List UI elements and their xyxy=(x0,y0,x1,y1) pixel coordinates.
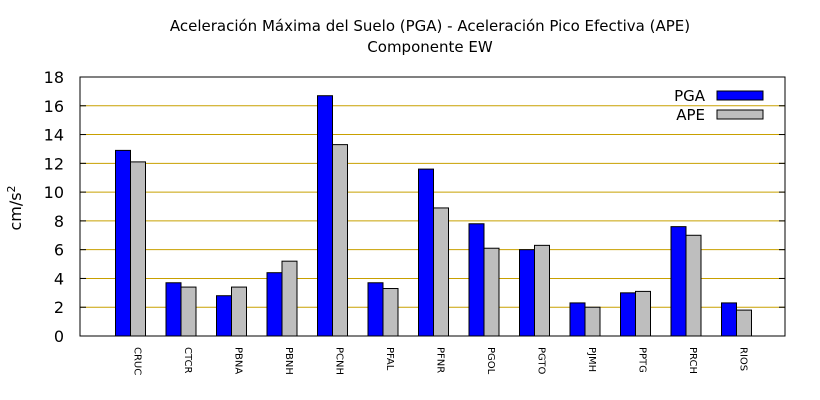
x-tick-label-rios: RIOS xyxy=(738,347,749,371)
y-axis-label-text: cm/s xyxy=(6,192,25,230)
bars-layer xyxy=(115,95,752,337)
legend-label-pga: PGA xyxy=(674,87,706,105)
plot-frame xyxy=(79,76,786,337)
bar-ape-pcnh xyxy=(332,144,348,337)
y-axis-ticks: 0 2 4 6 8 10 12 14 16 18 xyxy=(44,68,785,346)
bar-ape-pptg xyxy=(635,290,651,337)
bar-pga-pcnh xyxy=(317,95,333,337)
y-axis-label: cm/s2 xyxy=(5,185,26,230)
bar-pga-pgto xyxy=(519,249,535,337)
bar-pga-pfnr xyxy=(418,168,434,337)
bar-ape-ctcr xyxy=(180,286,197,337)
legend-swatch-pga xyxy=(716,90,764,101)
y-axis-label-exponent: 2 xyxy=(5,185,18,192)
bar-ape-prch xyxy=(685,234,702,337)
bar-pga-pbna xyxy=(216,295,232,337)
bar-pga-pgol xyxy=(468,223,485,337)
legend-swatch-ape xyxy=(716,109,764,120)
x-tick-label-ctcr: CTCR xyxy=(182,347,193,373)
y-tick-label: 10 xyxy=(44,183,64,202)
bar-ape-pbna xyxy=(231,286,247,337)
bar-pga-prch xyxy=(670,226,687,337)
x-tick-label-pjmh: PJMH xyxy=(586,347,597,372)
bar-ape-pgol xyxy=(483,247,500,337)
bar-pga-rios xyxy=(721,302,737,337)
x-tick-label-prch: PRCH xyxy=(687,347,698,374)
y-tick-label: 6 xyxy=(54,241,64,260)
x-tick-label-pgto: PGTO xyxy=(536,347,547,375)
bar-pga-ctcr xyxy=(165,282,182,337)
y-tick-label: 16 xyxy=(44,97,64,116)
y-tick-label: 18 xyxy=(44,68,64,87)
x-tick-label-cruc: CRUC xyxy=(132,347,143,375)
bar-ape-pbnh xyxy=(281,260,298,337)
bar-pga-pjmh xyxy=(569,302,586,337)
bar-ape-pgto xyxy=(534,244,550,337)
bar-ape-pjmh xyxy=(584,306,601,337)
chart-title: Aceleración Máxima del Suelo (PGA) - Ace… xyxy=(170,17,690,35)
bar-pga-cruc xyxy=(115,149,131,337)
bar-pga-pptg xyxy=(620,292,636,337)
legend-label-ape: APE xyxy=(676,106,705,124)
bar-ape-cruc xyxy=(130,161,146,337)
bar-ape-pfnr xyxy=(433,207,449,337)
y-tick-label: 4 xyxy=(54,269,64,288)
x-tick-label-pbnh: PBNH xyxy=(283,347,294,375)
x-tick-label-pcnh: PCNH xyxy=(334,347,345,375)
x-tick-label-pgol: PGOL xyxy=(485,347,496,375)
x-tick-label-pfnr: PFNR xyxy=(435,347,446,373)
bar-ape-rios xyxy=(736,309,752,337)
chart-subtitle: Componente EW xyxy=(367,38,493,56)
x-tick-label-pbna: PBNA xyxy=(233,347,244,374)
bar-pga-pfal xyxy=(367,282,384,337)
bar-ape-pfal xyxy=(382,288,399,337)
y-tick-label: 12 xyxy=(44,154,64,173)
y-tick-label: 2 xyxy=(54,298,64,317)
x-tick-label-pfal: PFAL xyxy=(384,347,395,371)
bar-pga-pbnh xyxy=(266,272,283,337)
y-tick-label: 8 xyxy=(54,212,64,231)
x-tick-label-pptg: PPTG xyxy=(637,347,648,373)
y-tick-label: 14 xyxy=(44,126,64,145)
y-tick-label: 0 xyxy=(54,327,64,346)
x-axis-labels: CRUC CTCR PBNA PBNH PCNH PFAL PFNR PGOL PGTO PJMH… xyxy=(130,331,749,375)
